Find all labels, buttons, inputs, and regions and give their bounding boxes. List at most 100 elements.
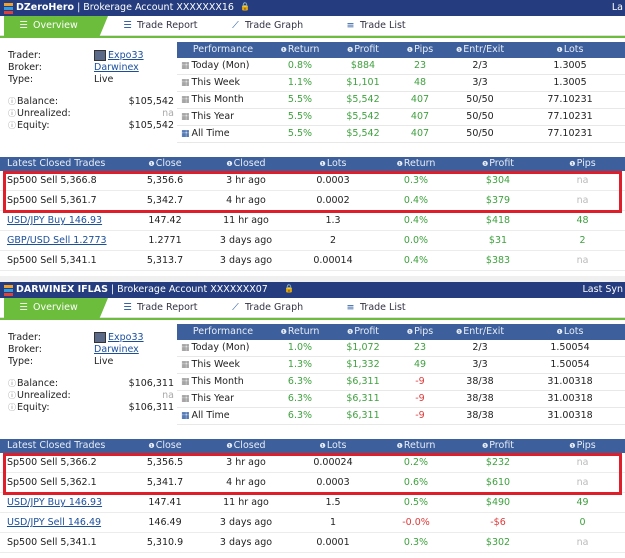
type-label: Type: — [8, 356, 34, 367]
tab-bar: ☰ Overview ☰ Trade Report ⟋ Trade Graph ≡ Tr… — [0, 298, 625, 318]
perf-return: 1.0% — [269, 340, 331, 357]
trade-return: 0.3% — [376, 171, 456, 191]
perf-period: ▦ This Year — [177, 390, 269, 408]
tab-trade-graph[interactable]: ⟋ Trade Graph — [230, 298, 303, 318]
app-logo-icon — [4, 3, 13, 14]
account-row-type: Type: Live — [8, 356, 174, 368]
perf-entr-exit: 38/38 — [445, 390, 515, 408]
perf-period: ▦ This Week — [177, 74, 269, 92]
perf-profit: $6,311 — [331, 373, 395, 391]
trade-close: 147.41 — [128, 492, 202, 513]
trade-return: 0.4% — [376, 250, 456, 271]
unrealized-value: na — [162, 390, 174, 401]
account-info: Trader: Expo33 Broker: Darwinex Type: Live … — [8, 44, 174, 156]
performance-row: ▦ All Time 6.3% $6,311 -9 38/38 31.00318 — [177, 407, 625, 425]
account-row-equity: ⓘEquity: $105,542 — [8, 120, 174, 132]
balance-label: ⓘBalance: — [8, 96, 59, 107]
trade-pips: na — [540, 171, 625, 191]
lock-icon: 🔒 — [240, 2, 250, 11]
perf-profit: $6,311 — [331, 390, 395, 408]
trade-name[interactable]: GBP/USD Sell 1.2773 — [0, 230, 128, 251]
chart-icon: ⟋ — [232, 302, 239, 313]
perf-return: 6.3% — [269, 390, 331, 408]
tab-overview[interactable]: ☰ Overview — [4, 16, 108, 36]
balance-value: $105,542 — [128, 96, 174, 107]
performance-row: ▦ This Year 5.5% $5,542 407 50/50 77.1023… — [177, 108, 625, 126]
trade-profit: $379 — [456, 190, 540, 211]
account-row-balance: ⓘBalance: $105,542 — [8, 96, 174, 108]
trade-lots: 1.5 — [290, 492, 376, 513]
equity-value: $106,311 — [128, 402, 174, 413]
list-icon: ☰ — [19, 20, 28, 31]
trade-profit: $232 — [456, 453, 540, 473]
account-row-balance: ⓘBalance: $106,311 — [8, 378, 174, 390]
account-type: Live — [94, 74, 114, 85]
trade-name[interactable]: USD/JPY Buy 146.93 — [0, 492, 128, 513]
chart-icon: ⟋ — [232, 20, 239, 31]
trader-link[interactable]: Expo33 — [108, 50, 144, 61]
lock-icon: 🔒 — [284, 284, 294, 293]
tab-trade-list[interactable]: ≡ Trade List — [345, 298, 406, 318]
trade-close: 146.49 — [128, 512, 202, 533]
perf-pips: 407 — [395, 91, 445, 109]
trade-pips: 2 — [540, 230, 625, 251]
perf-pips: 48 — [395, 74, 445, 92]
perf-header-4: ❶Entr/Exit — [445, 324, 515, 340]
trade-row: USD/JPY Sell 146.49 146.49 3 days ago 1 … — [0, 512, 625, 533]
trade-row: Sp500 Sell 5,362.1 5,341.7 4 hr ago 0.00… — [0, 472, 625, 493]
perf-lots: 77.10231 — [515, 91, 625, 109]
perf-header-5: ❶Lots — [515, 42, 625, 58]
performance-header: Performance ❶Return ❶Profit ❶Pips ❶Entr/Exit… — [177, 324, 625, 340]
perf-header-0: Performance — [177, 324, 269, 340]
trade-lots: 1.3 — [290, 210, 376, 231]
account-row-unrealized: ⓘUnrealized: na — [8, 390, 174, 402]
trade-pips: 0 — [540, 512, 625, 533]
trade-close: 5,341.7 — [128, 472, 202, 493]
trader-label: Trader: — [8, 50, 41, 61]
perf-return: 5.5% — [269, 108, 331, 126]
trader-link[interactable]: Expo33 — [108, 332, 144, 343]
perf-return: 0.8% — [269, 58, 331, 75]
trade-closed: 3 hr ago — [202, 453, 290, 473]
broker-link[interactable]: Darwinex — [94, 344, 139, 355]
trades-header-1: ❶Close — [128, 157, 202, 171]
perf-lots: 31.00318 — [515, 373, 625, 391]
tab-trade-report[interactable]: ☰ Trade Report — [122, 16, 197, 36]
perf-return: 1.3% — [269, 356, 331, 374]
tab-overview[interactable]: ☰ Overview — [4, 298, 108, 318]
tab-trade-list[interactable]: ≡ Trade List — [345, 16, 406, 36]
trade-row: Sp500 Sell 5,341.1 5,313.7 3 days ago 0.… — [0, 250, 625, 271]
tab-label: Trade List — [360, 20, 406, 31]
broker-link[interactable]: Darwinex — [94, 62, 139, 73]
trade-lots: 0.0002 — [290, 190, 376, 211]
title-right-text: La — [611, 2, 623, 13]
trade-closed: 3 hr ago — [202, 171, 290, 191]
trade-lots: 0.00014 — [290, 250, 376, 271]
perf-profit: $884 — [331, 58, 395, 75]
tab-underline — [0, 36, 625, 38]
perf-header-1: ❶Return — [269, 324, 331, 340]
trade-close: 5,342.7 — [128, 190, 202, 211]
trades-header-0: Latest Closed Trades — [0, 157, 128, 171]
trade-pips: na — [540, 190, 625, 211]
unrealized-value: na — [162, 108, 174, 119]
trade-lots: 0.00024 — [290, 453, 376, 473]
trades-header-6: ❶Pips — [540, 157, 625, 171]
account-row-broker: Broker: Darwinex — [8, 62, 174, 74]
tab-trade-graph[interactable]: ⟋ Trade Graph — [230, 16, 303, 36]
trade-name: Sp500 Sell 5,362.1 — [0, 472, 128, 493]
perf-return: 6.3% — [269, 373, 331, 391]
performance-row: ▦ This Week 1.1% $1,101 48 3/3 1.3005 — [177, 74, 625, 92]
performance-header: Performance ❶Return ❶Profit ❶Pips ❶Entr/Exit… — [177, 42, 625, 58]
trade-name[interactable]: USD/JPY Sell 146.49 — [0, 512, 128, 533]
trade-pips: na — [540, 453, 625, 473]
rows-icon: ≡ — [346, 302, 355, 313]
account-row-unrealized: ⓘUnrealized: na — [8, 108, 174, 120]
perf-entr-exit: 38/38 — [445, 373, 515, 391]
trade-name[interactable]: USD/JPY Buy 146.93 — [0, 210, 128, 231]
perf-pips: 23 — [395, 58, 445, 75]
perf-profit: $6,311 — [331, 407, 395, 425]
perf-lots: 1.3005 — [515, 74, 625, 92]
tab-trade-report[interactable]: ☰ Trade Report — [122, 298, 197, 318]
trade-pips: na — [540, 472, 625, 493]
